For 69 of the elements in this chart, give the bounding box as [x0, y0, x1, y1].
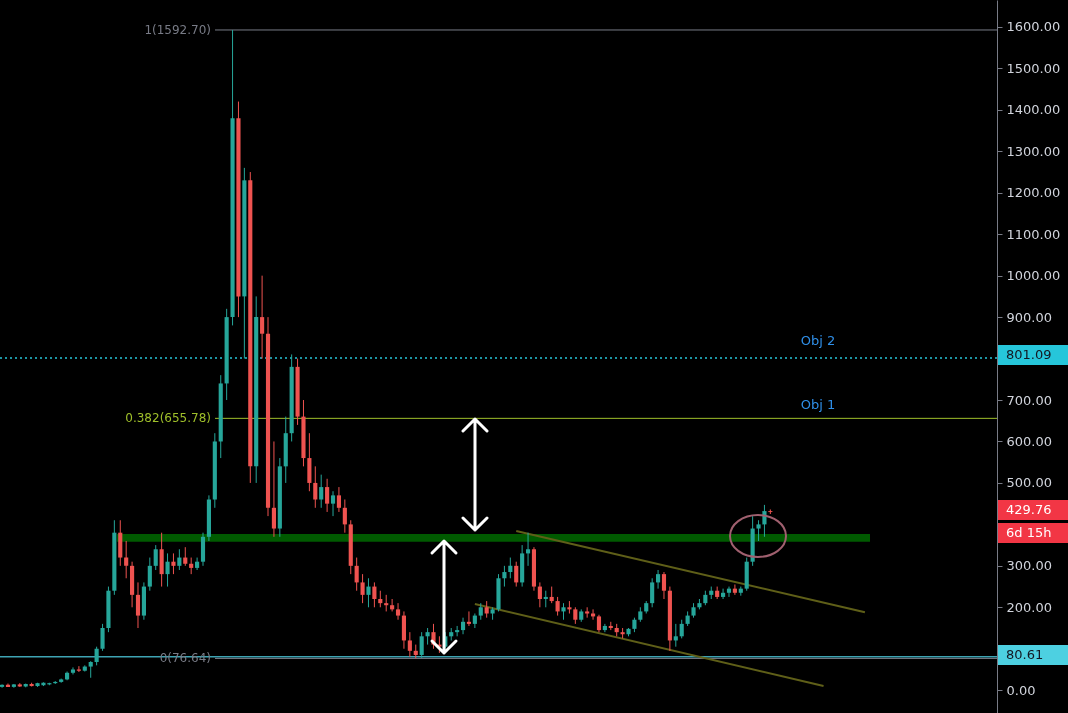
text: 801.09 — [1006, 347, 1052, 362]
candlestick — [656, 569, 661, 590]
candlestick — [195, 557, 200, 571]
candlestick — [390, 598, 395, 612]
candlestick — [661, 571, 667, 600]
candlestick — [177, 548, 182, 571]
candlestick — [94, 646, 99, 666]
ref-line-label: 0.382(655.78) — [125, 411, 211, 426]
candlestick — [183, 546, 188, 567]
y-tick-label: 1600.00 — [1006, 19, 1061, 35]
candlestick — [336, 486, 341, 513]
candlestick — [555, 596, 560, 617]
y-tick-label: 300.00 — [1006, 558, 1052, 574]
candlestick — [514, 561, 519, 588]
candlestick — [395, 602, 401, 621]
candlestick — [762, 504, 767, 538]
y-tick-label: 700.00 — [1006, 392, 1052, 408]
text: 80.61 — [1006, 647, 1044, 662]
text: 6d 15h — [1006, 525, 1052, 540]
annotation: Obj 2 — [800, 333, 836, 348]
y-tick-label: 1100.00 — [1006, 226, 1061, 242]
candlestick — [354, 557, 359, 592]
candlestick — [271, 440, 276, 538]
y-tick-label: 1400.00 — [1006, 102, 1061, 118]
candlestick — [325, 478, 330, 513]
candlestick — [585, 606, 590, 619]
candlestick — [721, 588, 726, 600]
candlestick — [673, 623, 678, 648]
ref-line-label: 1(1592.70) — [144, 22, 211, 37]
text: 429.76 — [1006, 502, 1052, 517]
candlestick — [171, 552, 176, 575]
y-tick-label: 200.00 — [1006, 599, 1052, 615]
candlestick — [419, 631, 424, 659]
candlestick — [366, 577, 371, 608]
candlestick — [502, 565, 507, 588]
candlestick — [76, 665, 81, 673]
candlestick — [407, 631, 412, 658]
y-tick-label: 0.00 — [1006, 682, 1036, 698]
candlestick — [650, 577, 655, 608]
candlestick — [525, 532, 531, 567]
annotation: Obj 1 — [800, 397, 836, 412]
y-tick-label: 1500.00 — [1006, 60, 1061, 76]
candlestick — [756, 519, 761, 542]
candlestick — [360, 573, 365, 604]
candlestick — [153, 544, 158, 571]
candlestick — [147, 557, 152, 592]
candlestick — [165, 552, 170, 588]
candlestick — [508, 557, 513, 579]
y-tick-label: 900.00 — [1006, 309, 1052, 325]
y-tick-label: 1300.00 — [1006, 143, 1061, 159]
candlestick — [124, 540, 129, 579]
candlestick — [726, 586, 732, 598]
candlestick — [260, 275, 265, 360]
candlestick — [319, 474, 324, 509]
candlestick — [372, 581, 377, 608]
candlestick — [313, 465, 318, 509]
y-tick-label: 1000.00 — [1006, 268, 1061, 284]
y-tick-label: 600.00 — [1006, 433, 1052, 449]
candlestick — [135, 581, 141, 629]
candlestick — [537, 581, 542, 608]
candlestick — [602, 623, 607, 633]
y-tick-label: 500.00 — [1006, 475, 1052, 491]
candlestick — [732, 583, 737, 596]
candlestick — [342, 499, 347, 534]
y-tick-label: 1200.00 — [1006, 185, 1061, 201]
candlestick — [100, 623, 105, 652]
candlestick — [330, 490, 336, 517]
candlestick — [460, 617, 466, 635]
candlestick — [679, 619, 684, 639]
